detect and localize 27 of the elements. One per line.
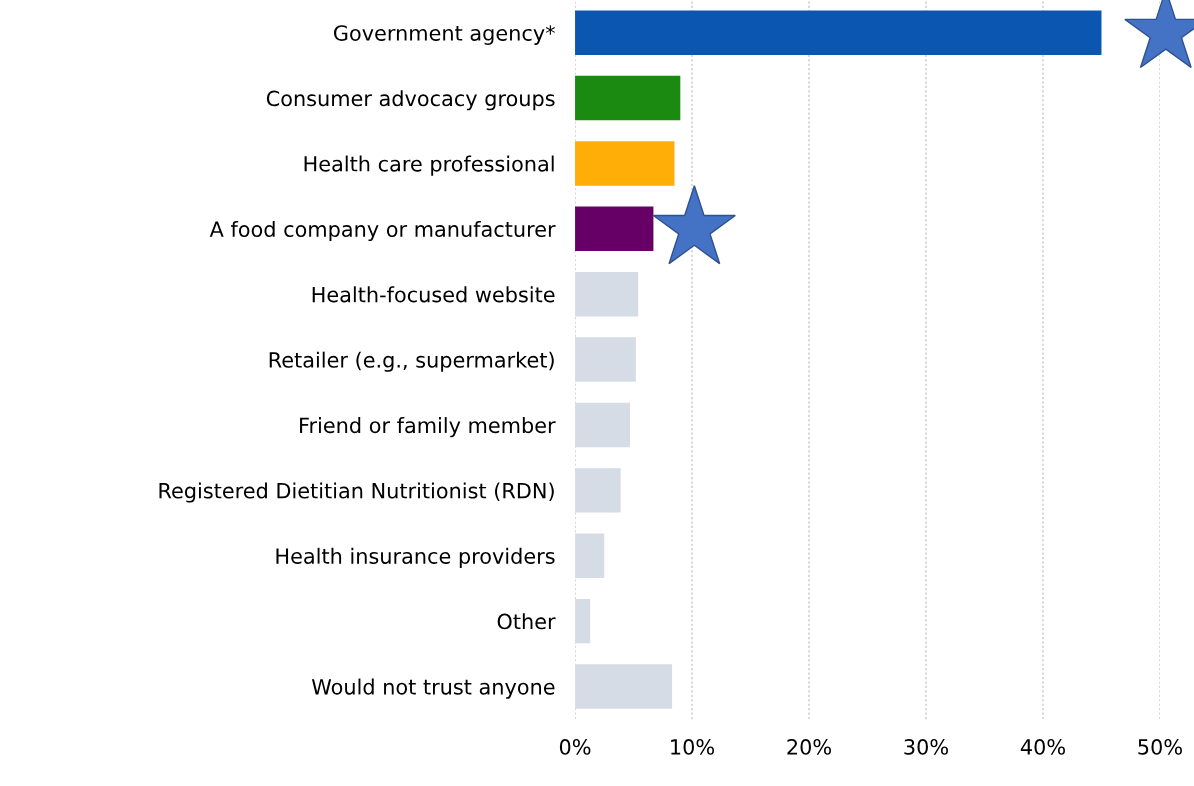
bar bbox=[575, 271, 639, 317]
y-tick-label: Retailer (e.g., supermarket) bbox=[269, 351, 554, 372]
bar bbox=[575, 533, 605, 578]
y-tick-label: A food company or manufacturer bbox=[209, 220, 556, 242]
bar bbox=[575, 337, 636, 382]
x-tick-label: 10% bbox=[671, 739, 715, 755]
y-tick-label: Would not trust anyone bbox=[311, 678, 555, 699]
bar bbox=[575, 141, 675, 186]
bar bbox=[575, 402, 631, 448]
bar bbox=[575, 598, 591, 644]
x-tick-label: 50% bbox=[1138, 739, 1182, 755]
y-tick-label: Other bbox=[497, 613, 556, 630]
y-tick-label: Consumer advocacy groups bbox=[266, 90, 555, 111]
bar bbox=[575, 468, 621, 513]
x-tick-label: 40% bbox=[1020, 739, 1065, 755]
y-tick-label: Registered Dietitian Nutritionist (RDN) bbox=[159, 482, 554, 503]
bar bbox=[575, 664, 673, 709]
y-tick-label: Health care professional bbox=[304, 155, 554, 176]
bar bbox=[575, 75, 681, 121]
y-tick-label: Health-focused website bbox=[312, 286, 555, 303]
x-tick-label: 20% bbox=[787, 739, 832, 755]
x-tick-label: 0% bbox=[559, 739, 591, 755]
y-tick-label: Friend or family member bbox=[300, 417, 556, 438]
y-tick-label: Government agency* bbox=[333, 25, 555, 45]
x-tick-label: 30% bbox=[904, 739, 948, 755]
y-tick-label: Health insurance providers bbox=[276, 547, 555, 568]
bar bbox=[575, 10, 1102, 55]
